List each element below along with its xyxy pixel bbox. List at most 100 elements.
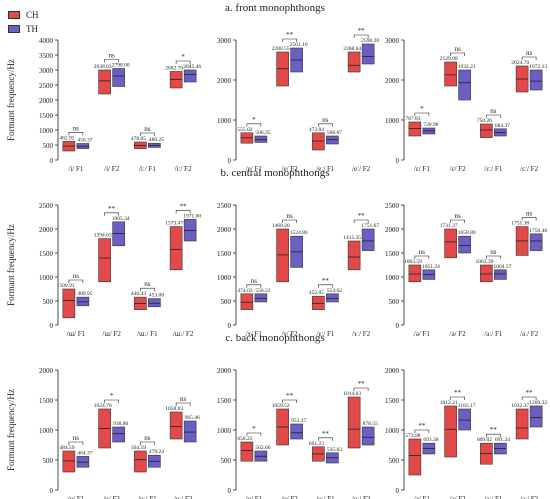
p9-category-label-2: /ɔ/ F2 [450,495,467,499]
y-axis-label-row-2: Formant frequency/Hz [6,224,16,306]
p4-value-label-th-3: 453.08 [149,293,164,299]
p5-ytick-label-3: 1500 [217,250,232,258]
p1-sig-bracket-1 [68,132,84,136]
p4-value-label-th-4: 1971.60 [183,213,201,219]
p9-box-ch-4 [515,408,529,440]
p5-box-ch-2 [276,228,289,283]
p6-box-th-4 [529,233,543,251]
p4-category-label-3: /ɯː/ F1 [137,330,158,338]
p6-value-label-ch-4: 1751.38 [511,221,529,227]
p7-sig-bracket-2 [104,399,119,403]
p4-box-ch-1 [62,288,76,319]
p3-sig-label-3: ns [490,107,497,115]
p6-category-label-1: /ə/ F1 [414,330,431,338]
p8-sig-bracket-4 [353,387,369,391]
p1-category-label-1: /i/ F1 [68,165,83,173]
p5-sig-label-4: ** [358,212,366,220]
p5-sig-bracket-3 [318,284,333,288]
p9-ytick-label-4: 2000 [385,367,400,375]
p9-value-label-ch-1: 573.98 [405,433,420,439]
p5-ytick-label-5: 2500 [217,202,232,210]
p7-category-label-4: /uː/ F2 [174,495,193,499]
legend-item-ch: CH [8,8,39,22]
p7-value-label-th-2: 938.80 [113,421,128,427]
p9-ytick-label-3: 1500 [385,397,400,405]
p5-value-label-ch-3: 452.05 [309,290,324,296]
p1-sig-label-1: ns [73,124,80,132]
p4-sig-bracket-2 [104,212,119,216]
p6-sig-label-2: ns [455,212,462,220]
p6-sig-bracket-1 [414,255,430,259]
p6-sig-label-1: ns [419,248,426,256]
p7-value-label-th-4: 965.46 [185,415,200,421]
section-title-front: a. front monophthongs [225,2,325,14]
p5-ytick-label-2: 1000 [217,274,232,282]
p3-box-th-4 [529,69,543,91]
p2-ytick-label-2: 2000 [217,77,232,85]
p8-box-th-2 [290,423,303,440]
p1-value-label-th-2: 2798.00 [112,63,130,69]
p7-box-ch-3 [134,450,147,473]
legend-label-ch: CH [26,10,39,20]
p7-sig-bracket-4 [175,402,191,406]
p6-ytick-label-5: 2500 [385,202,400,210]
p1-sig-label-4: * [181,53,185,61]
p4-ytick-label-0: 0 [50,322,54,330]
p9-sig-bracket-3 [486,433,501,438]
p5-box-th-3 [326,293,339,303]
p3-ytick-label-2: 2000 [385,77,400,85]
p4-value-label-th-1: 480.95 [77,291,92,297]
p8-value-label-th-4: 878.55 [363,421,378,427]
p6-category-label-4: /əː/ F2 [520,330,539,338]
p7-category-label-3: /uː/ F1 [138,495,157,499]
p8-sig-label-2: ** [286,392,294,400]
p2-value-label-ch-2: 2280.55 [272,46,290,52]
p4-box-ch-4 [169,226,183,271]
p6-value-label-ch-2: 1731.37 [440,223,458,229]
p1-sig-label-3: ns [144,125,151,133]
p2-value-label-ch-1: 555.02 [237,127,252,133]
p1-ytick-label-6: 3000 [39,67,54,75]
p8-ytick-label-4: 2000 [217,367,232,375]
p7-sig-label-2: * [110,392,114,400]
p4-ytick-label-3: 1500 [39,250,54,258]
p5-box-ch-4 [347,240,361,271]
p3-box-th-2 [458,69,471,101]
p2-sig-bracket-3 [318,123,333,127]
p7-sig-bracket-1 [68,441,84,445]
p1-value-label-ch-4: 2682.70 [165,66,183,72]
p5-sig-label-2: ns [287,212,294,220]
p1-sig-bracket-4 [175,60,191,64]
p2-sig-bracket-1 [246,123,262,127]
p9-value-label-th-3: 691.24 [495,437,510,443]
p8-value-label-th-1: 562.66 [255,445,270,451]
p9-ytick-label-1: 500 [389,457,400,465]
p3-box-ch-2 [444,61,457,87]
p3-sig-bracket-2 [450,52,465,56]
p9-sig-bracket-4 [521,396,537,400]
p9-value-label-th-4: 1209.32 [529,400,547,406]
p8-value-label-th-3: 535.83 [327,447,342,453]
p1-box-th-2 [112,68,125,87]
p5-value-label-th-4: 1751.67 [361,223,379,229]
p7-sig-bracket-3 [140,441,155,445]
p6-sig-bracket-3 [486,255,501,259]
p7-sig-label-1: ns [73,434,80,442]
p2-category-label-2: /e/ F2 [282,165,299,173]
p1-category-label-4: /iː/ F2 [175,165,192,173]
p7-category-label-2: /u/ F2 [103,495,120,499]
p8-box-ch-4 [347,396,361,449]
p7-value-label-ch-2: 1024.70 [94,403,112,409]
p4-ytick-label-4: 2000 [39,226,54,234]
p2-value-label-ch-3: 473.84 [309,127,324,133]
p1-box-ch-2 [98,69,111,95]
p9-sig-bracket-2 [450,396,465,400]
p5-ytick-label-1: 500 [221,298,232,306]
p6-ytick-label-3: 1500 [385,250,400,258]
section-title-back: c. back monophthongs [225,332,325,344]
p2-sig-bracket-4 [353,34,369,38]
p8-sig-bracket-2 [282,399,297,403]
p6-value-label-th-4: 1750.46 [529,228,547,234]
p6-sig-label-4: ns [526,210,533,218]
p9-category-label-4: /ɔː/ F2 [520,495,539,499]
